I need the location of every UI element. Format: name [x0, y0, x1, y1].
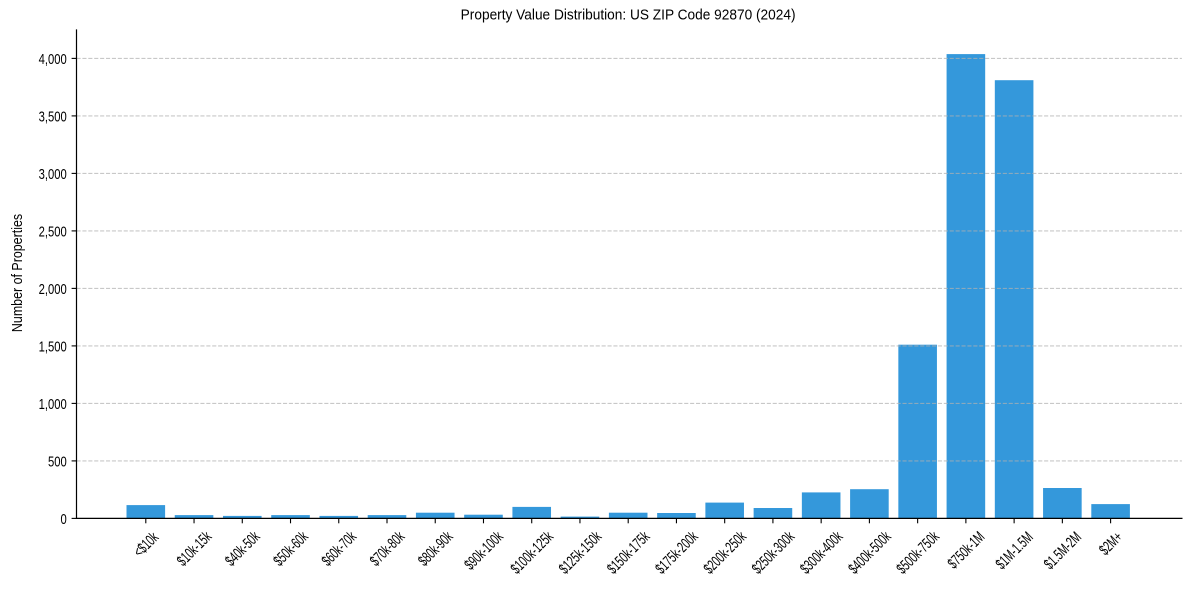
svg-text:3,000: 3,000	[39, 165, 67, 182]
svg-text:Property Value Distribution: U: Property Value Distribution: US ZIP Code…	[461, 6, 796, 23]
svg-text:4,000: 4,000	[39, 50, 67, 67]
svg-text:500: 500	[48, 453, 67, 470]
svg-text:1,000: 1,000	[39, 395, 67, 412]
svg-text:2,500: 2,500	[39, 223, 67, 240]
svg-text:0: 0	[61, 510, 67, 527]
svg-text:2,000: 2,000	[39, 280, 67, 297]
svg-text:Number of Properties: Number of Properties	[9, 214, 25, 332]
svg-text:3,500: 3,500	[39, 108, 67, 125]
svg-text:1,500: 1,500	[39, 338, 67, 355]
